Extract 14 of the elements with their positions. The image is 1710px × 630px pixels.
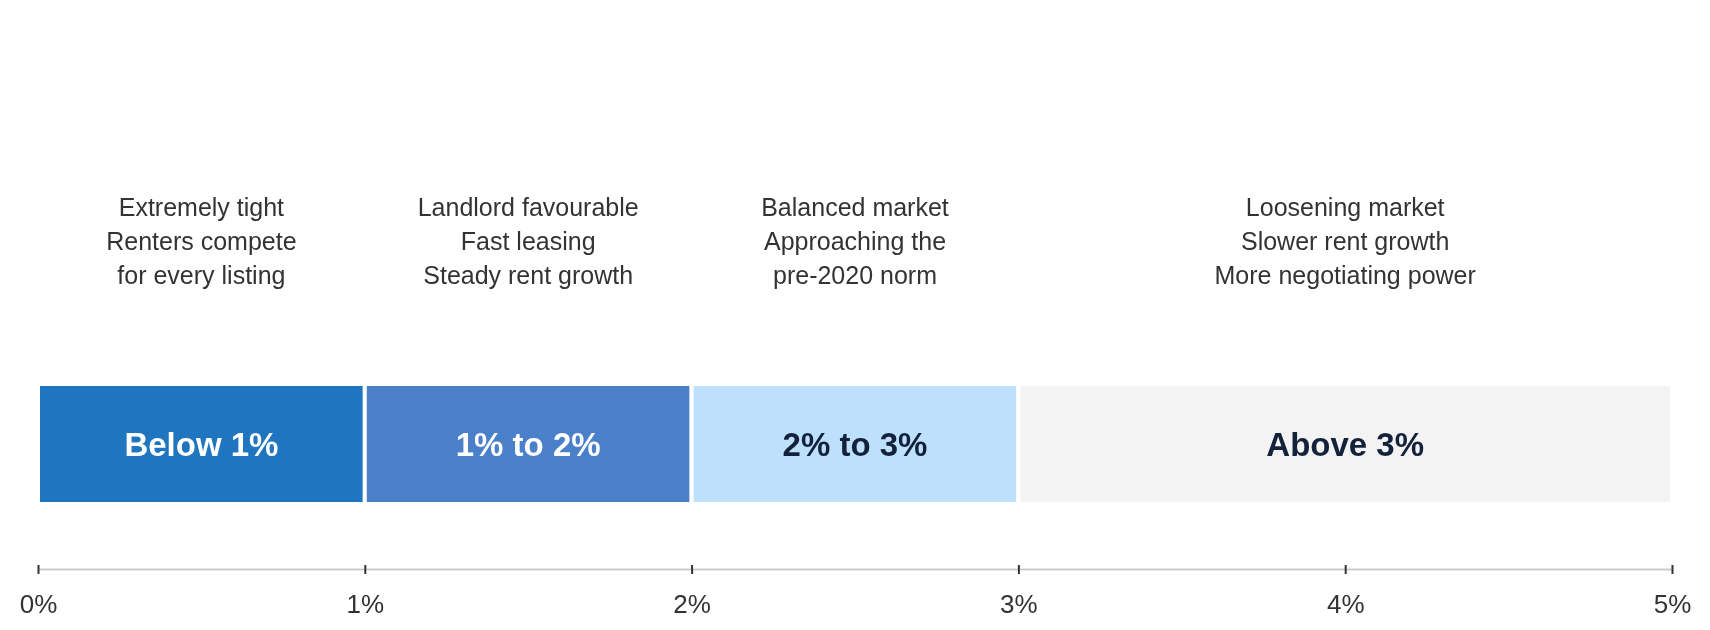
text: Balanced market Approaching the pre-2020 norm [761,193,949,289]
text: Loosening market Slower rent growth More negotiating power [1214,193,1476,289]
text: Extremely tight Renters compete for every listing [106,193,297,289]
series-label: Above 3% [1266,425,1425,463]
x-tick-label: 5% [1653,588,1692,619]
x-tick-label: 0% [19,588,58,619]
x-tick-label: 3% [1000,588,1038,619]
text: Landlord favourable Fast leasing Steady rent growth [417,193,639,289]
x-tick-label: 2% [673,588,711,619]
series-label: 2% to 3% [782,425,928,463]
series-label: 1% to 2% [455,425,601,463]
x-tick-label: 1% [346,588,385,619]
series-label: Below 1% [124,425,279,463]
x-tick-label: 4% [1326,588,1365,619]
